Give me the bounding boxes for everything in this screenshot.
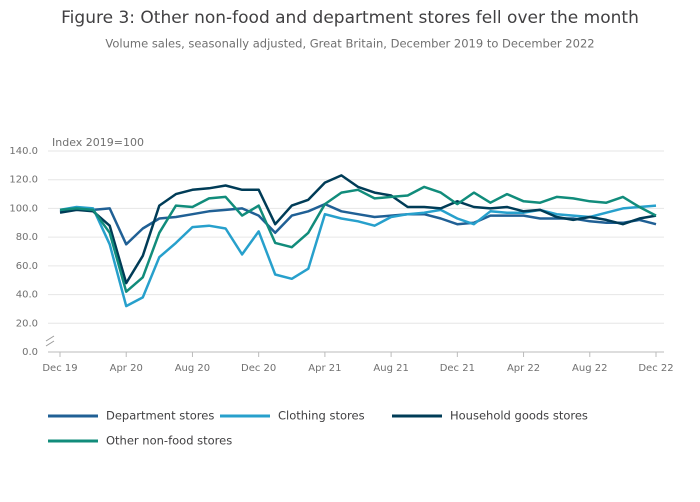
y-tick-label: 100.0 [9, 203, 38, 214]
series-line [59, 174, 657, 285]
x-tick-label: Apr 21 [308, 363, 341, 374]
x-tick-label: Apr 22 [507, 363, 540, 374]
legend-label: Other non-food stores [106, 434, 232, 448]
y-tick-label: 140.0 [9, 146, 38, 157]
x-tick-label: Dec 20 [241, 363, 276, 374]
y-tick-label: 0.0 [22, 347, 38, 358]
y-tick-label: 120.0 [9, 175, 38, 186]
legend-label: Department stores [106, 409, 214, 423]
legend-label: Household goods stores [450, 409, 588, 423]
x-tick-label: Aug 22 [572, 363, 607, 374]
axis-break [45, 335, 55, 347]
y-axis-label: Index 2019=100 [52, 136, 144, 149]
x-tick-label: Aug 20 [175, 363, 210, 374]
x-tick-label: Dec 22 [638, 363, 673, 374]
chart-subtitle: Volume sales, seasonally adjusted, Great… [105, 37, 594, 51]
axis-break-mark [45, 335, 55, 342]
y-tick-label: 80.0 [16, 232, 38, 243]
x-tick-label: Dec 19 [42, 363, 77, 374]
axis-break-mark [45, 340, 55, 347]
x-tick-label: Aug 21 [373, 363, 408, 374]
y-tick-label: 60.0 [16, 261, 38, 272]
series-line [59, 202, 657, 246]
chart-title: Figure 3: Other non-food and department … [61, 8, 639, 28]
series-line [59, 204, 657, 308]
x-tick-label: Dec 21 [440, 363, 475, 374]
y-tick-label: 40.0 [16, 290, 38, 301]
legend-label: Clothing stores [278, 409, 365, 423]
x-tick-label: Apr 20 [110, 363, 143, 374]
y-tick-label: 20.0 [16, 318, 38, 329]
series-line [59, 185, 657, 293]
